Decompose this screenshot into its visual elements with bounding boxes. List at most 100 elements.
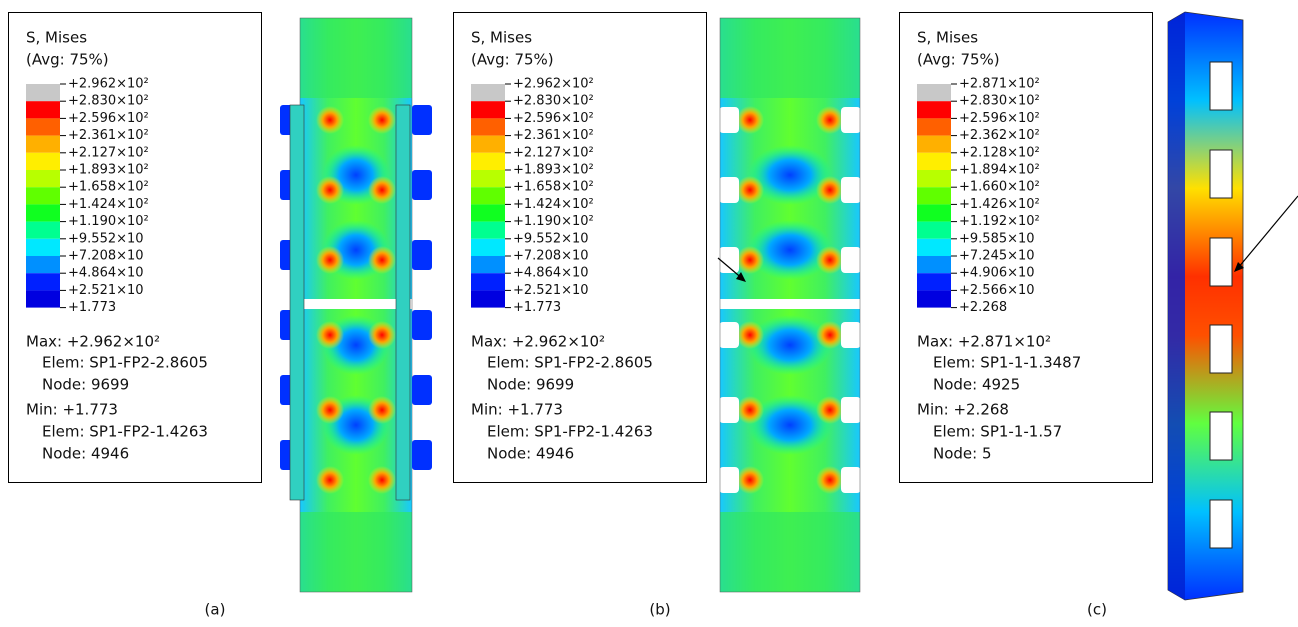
plate-bottom xyxy=(720,512,860,592)
side-tab xyxy=(412,240,432,270)
legend-label: +2.128×10² xyxy=(959,145,1040,160)
legend-max: Max: +2.962×10² xyxy=(471,333,605,351)
legend-label: +2.596×10² xyxy=(68,111,149,126)
legend-max-node: Node: 9699 xyxy=(42,376,129,394)
legend-label: +4.906×10 xyxy=(959,266,1035,281)
color-band xyxy=(917,84,951,101)
color-band xyxy=(917,204,951,221)
legend-title: S, Mises xyxy=(917,29,978,47)
legend-label: +2.871×10² xyxy=(959,77,1040,92)
window xyxy=(1210,238,1232,286)
legend-label: +4.864×10 xyxy=(68,266,144,281)
color-band xyxy=(471,101,505,118)
notch xyxy=(841,247,861,273)
legend-label: +9.552×10 xyxy=(513,231,589,246)
legend-max-node: Node: 4925 xyxy=(933,376,1020,394)
color-band xyxy=(471,256,505,273)
legend-label: +1.773 xyxy=(513,300,561,315)
legend-label: +1.893×10² xyxy=(513,163,594,178)
legend-label: +2.521×10 xyxy=(68,283,144,298)
hot-spot xyxy=(368,176,396,204)
color-band xyxy=(471,222,505,239)
window xyxy=(1210,150,1232,198)
hot-spot xyxy=(368,396,396,424)
legend-label: +7.208×10 xyxy=(68,249,144,264)
side-tab xyxy=(412,375,432,405)
color-band xyxy=(26,118,60,135)
hot-spot xyxy=(316,106,344,134)
legend-label: +1.894×10² xyxy=(959,163,1040,178)
low-zone xyxy=(748,220,832,280)
legend-label: +2.361×10² xyxy=(68,128,149,143)
notch xyxy=(841,467,861,493)
window xyxy=(1210,412,1232,460)
notch xyxy=(719,107,739,133)
color-band xyxy=(471,136,505,153)
color-band xyxy=(26,290,60,307)
legend-label: +2.962×10² xyxy=(68,77,149,92)
legend-label: +2.361×10² xyxy=(513,128,594,143)
side-tab xyxy=(412,170,432,200)
notch xyxy=(719,177,739,203)
color-band xyxy=(26,101,60,118)
bar-edge xyxy=(1168,12,1185,600)
legend-min-elem: Elem: SP1-1-1.57 xyxy=(933,423,1062,441)
hot-spot xyxy=(816,466,844,494)
side-tab xyxy=(412,440,432,470)
legend-label: +2.962×10² xyxy=(513,77,594,92)
legend-average: (Avg: 75%) xyxy=(917,51,1000,69)
hot-spot xyxy=(368,466,396,494)
window xyxy=(1210,325,1232,373)
legend-label: +1.660×10² xyxy=(959,180,1040,195)
panel-caption: (b) xyxy=(649,601,670,619)
legend-label: +2.830×10² xyxy=(68,94,149,109)
low-zone xyxy=(748,315,832,375)
hot-spot xyxy=(736,396,764,424)
legend-label: +1.658×10² xyxy=(513,180,594,195)
legend-title: S, Mises xyxy=(471,29,532,47)
hot-spot xyxy=(316,321,344,349)
hot-spot xyxy=(368,246,396,274)
color-band xyxy=(917,101,951,118)
hot-spot xyxy=(316,466,344,494)
hot-spot xyxy=(316,246,344,274)
legend-min-elem: Elem: SP1-FP2-1.4263 xyxy=(487,423,653,441)
legend-label: +9.552×10 xyxy=(68,231,144,246)
figure: S, Mises (Avg: 75%) +2.962×10² +2.830×10² +2… xyxy=(0,0,1298,623)
color-band xyxy=(917,239,951,256)
notch xyxy=(719,467,739,493)
color-band xyxy=(26,170,60,187)
side-strip xyxy=(396,105,410,500)
hot-spot xyxy=(816,106,844,134)
color-band xyxy=(917,256,951,273)
legend-max-elem: Elem: SP1-FP2-2.8605 xyxy=(42,354,208,372)
side-tab xyxy=(412,105,432,135)
color-band xyxy=(917,118,951,135)
legend-label: +1.893×10² xyxy=(68,163,149,178)
color-band xyxy=(26,222,60,239)
color-band xyxy=(26,187,60,204)
color-band xyxy=(471,170,505,187)
color-band xyxy=(471,204,505,221)
color-band xyxy=(917,290,951,307)
hot-spot xyxy=(816,321,844,349)
color-band xyxy=(471,118,505,135)
legend-label: +1.424×10² xyxy=(513,197,594,212)
hot-spot xyxy=(816,246,844,274)
legend-min-elem: Elem: SP1-FP2-1.4263 xyxy=(42,423,208,441)
legend-average: (Avg: 75%) xyxy=(26,51,109,69)
legend-label: +2.521×10 xyxy=(513,283,589,298)
side-strip xyxy=(290,105,304,500)
crack xyxy=(300,299,412,309)
legend-max-elem: Elem: SP1-1-1.3487 xyxy=(933,354,1081,372)
color-band xyxy=(917,170,951,187)
hot-spot xyxy=(736,106,764,134)
side-tab xyxy=(412,310,432,340)
crack xyxy=(720,299,860,309)
hot-spot xyxy=(816,176,844,204)
legend-label: +2.127×10² xyxy=(513,145,594,160)
color-band xyxy=(26,204,60,221)
color-band xyxy=(471,153,505,170)
legend-label: +1.190×10² xyxy=(68,214,149,229)
legend-max: Max: +2.962×10² xyxy=(26,333,160,351)
